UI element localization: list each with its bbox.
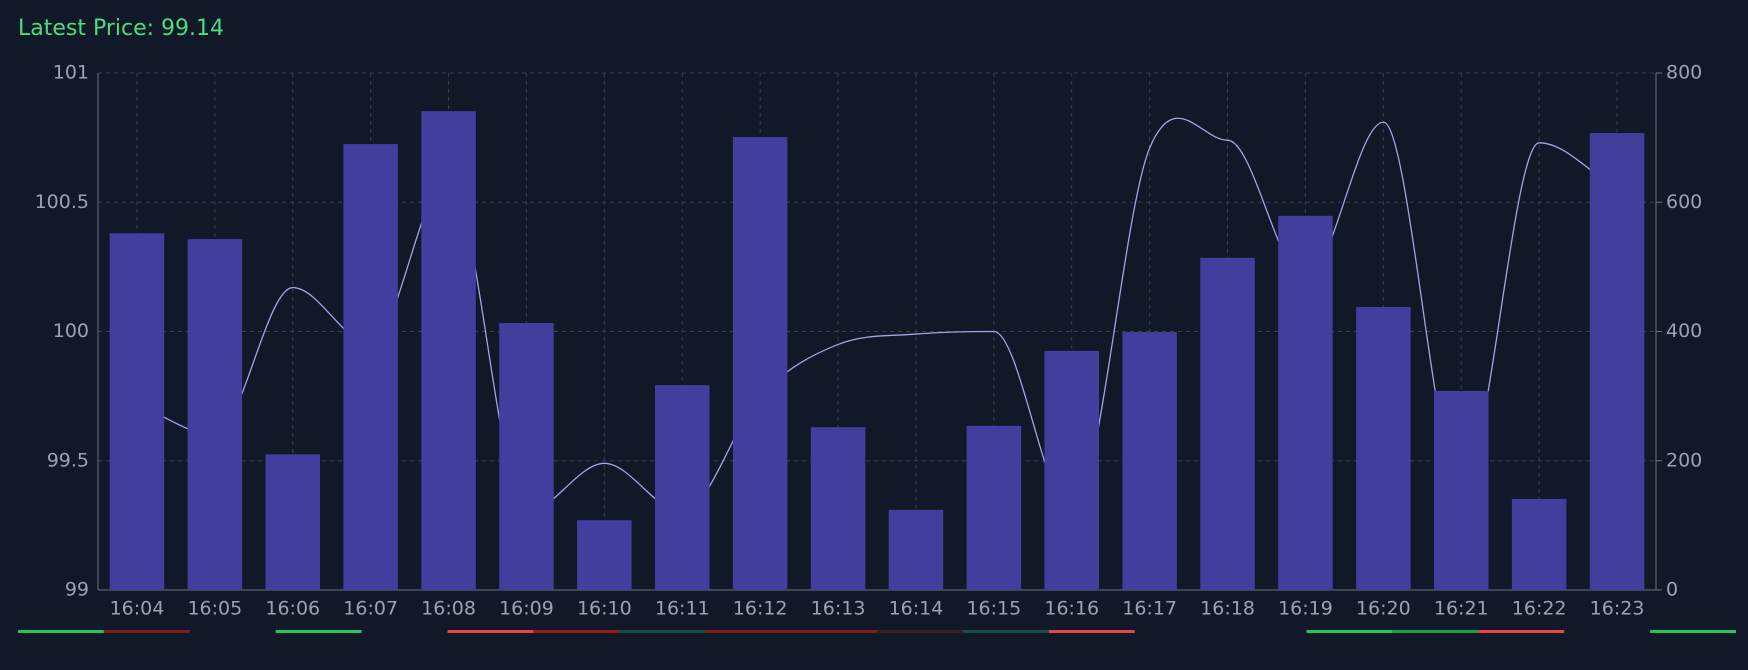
x-tick-label: 16:11: [655, 598, 710, 620]
volume-bar: [577, 520, 632, 590]
strip-segment: [1650, 630, 1736, 633]
x-tick-label: 16:17: [1122, 598, 1177, 620]
volume-bar: [888, 509, 944, 590]
volume-bar: [1511, 498, 1567, 590]
volume-bar: [109, 233, 165, 590]
x-tick-label: 16:21: [1434, 598, 1489, 620]
volume-bar: [421, 111, 476, 590]
x-tick-label: 16:08: [421, 598, 476, 620]
y2-tick-label: 800: [1666, 62, 1702, 84]
y2-tick-label: 400: [1666, 320, 1702, 342]
volume-bar: [1044, 350, 1100, 590]
volume-bar: [1200, 257, 1255, 590]
volume-bar: [265, 454, 321, 590]
volume-bar: [343, 144, 398, 590]
volume-bar: [1433, 390, 1489, 590]
volume-bar: [810, 427, 866, 590]
strip-segment: [103, 630, 190, 633]
volume-bar: [1589, 133, 1645, 590]
strip-segment: [275, 630, 362, 633]
y-tick-label: 100.5: [35, 191, 89, 213]
x-tick-label: 16:22: [1512, 598, 1567, 620]
strip-segment: [619, 630, 706, 633]
y-tick-label: 101: [53, 62, 89, 84]
strip-segment: [877, 630, 963, 633]
x-tick-label: 16:06: [265, 598, 320, 620]
price-line: [136, 117, 1618, 514]
strip-segment: [1048, 630, 1135, 633]
x-tick-label: 16:15: [966, 598, 1021, 620]
volume-bar: [1356, 306, 1411, 590]
x-tick-label: 16:10: [577, 598, 632, 620]
x-tick-label: 16:12: [733, 598, 788, 620]
y-tick-label: 99: [65, 579, 89, 601]
volume-bar: [187, 239, 243, 590]
strip-segment: [791, 630, 877, 633]
y-tick-label: 100: [53, 320, 89, 342]
x-tick-label: 16:19: [1278, 598, 1333, 620]
x-tick-label: 16:20: [1356, 598, 1411, 620]
volume-bar: [732, 136, 788, 590]
volume-bar: [1278, 215, 1333, 591]
x-tick-label: 16:05: [187, 598, 242, 620]
strip-segment: [1478, 630, 1565, 633]
y2-tick-label: 600: [1666, 191, 1702, 213]
y2-tick-label: 200: [1666, 449, 1702, 471]
strip-segment: [705, 630, 792, 633]
volume-bar: [654, 385, 710, 590]
x-tick-label: 16:14: [889, 598, 944, 620]
y2-tick-label: 0: [1666, 579, 1678, 601]
strip-segment: [1392, 630, 1479, 633]
x-tick-label: 16:04: [110, 598, 165, 620]
strip-segment: [18, 630, 104, 633]
x-tick-label: 16:09: [499, 598, 554, 620]
chart-title: Latest Price: 99.14: [18, 16, 224, 41]
strip-segment: [533, 630, 620, 633]
x-tick-label: 16:13: [811, 598, 866, 620]
volume-bar: [499, 323, 554, 590]
x-tick-label: 16:23: [1590, 598, 1645, 620]
x-tick-label: 16:07: [343, 598, 398, 620]
strip-segment: [447, 630, 534, 633]
x-tick-label: 16:18: [1200, 598, 1255, 620]
x-tick-label: 16:16: [1044, 598, 1099, 620]
strip-segment: [962, 630, 1049, 633]
volume-bar: [966, 425, 1022, 590]
volume-bar: [1122, 332, 1177, 590]
strip-segment: [1306, 630, 1393, 633]
y-tick-label: 99.5: [47, 449, 89, 471]
